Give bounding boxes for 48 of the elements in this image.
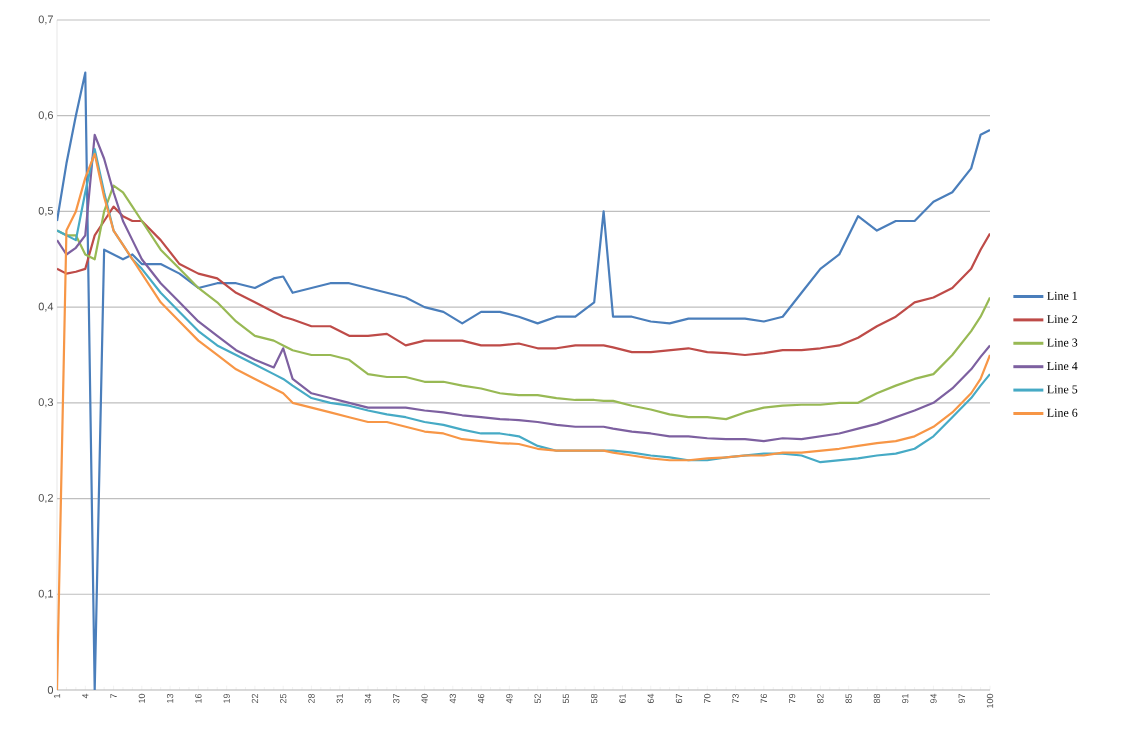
legend-label: Line 4: [1047, 361, 1078, 370]
legend-label: Line 5: [1047, 385, 1078, 394]
legend-label: Line 3: [1047, 338, 1078, 347]
x-tick-label: 10: [138, 693, 146, 703]
legend-label: Line 2: [1047, 315, 1078, 324]
y-tick-label: 0,4: [38, 302, 54, 312]
x-tick-label: 76: [760, 693, 768, 704]
legend-label: Line 6: [1047, 408, 1078, 417]
x-tick-label: 37: [393, 693, 400, 704]
x-tick-label: 67: [675, 693, 683, 704]
x-tick-label: 13: [166, 693, 174, 703]
x-tick-label: 34: [364, 693, 372, 704]
x-tick-label: 22: [251, 693, 259, 704]
x-tick-label: 31: [336, 693, 343, 704]
x-tick-label: 97: [958, 693, 965, 704]
x-tick-label: 94: [930, 693, 937, 704]
x-tick-label: 25: [280, 693, 287, 704]
x-tick-label: 1: [53, 693, 61, 698]
legend-label: Line 1: [1047, 291, 1078, 300]
x-tick-label: 55: [562, 693, 570, 704]
x-tick-label: 100: [986, 693, 994, 708]
x-tick-label: 85: [845, 693, 852, 704]
x-tick-label: 91: [902, 693, 909, 704]
x-tick-label: 28: [308, 693, 315, 704]
x-tick-label: 61: [619, 693, 626, 704]
x-tick-label: 73: [732, 693, 739, 704]
y-tick-label: 0,1: [38, 589, 53, 599]
y-tick-label: 0,6: [38, 111, 54, 121]
x-tick-label: 49: [506, 693, 513, 704]
x-tick-label: 64: [647, 693, 654, 704]
y-tick-label: 0,7: [38, 15, 53, 25]
y-tick-label: 0,5: [38, 206, 54, 216]
x-tick-label: 58: [591, 693, 598, 704]
x-tick-label: 19: [223, 693, 230, 703]
x-tick-label: 82: [817, 693, 824, 704]
x-tick-label: 43: [449, 693, 457, 704]
y-tick-label: 0: [47, 686, 54, 694]
x-tick-label: 40: [421, 693, 428, 704]
x-tick-label: 7: [110, 693, 117, 699]
x-tick-label: 4: [82, 693, 89, 699]
x-tick-label: 46: [477, 693, 485, 704]
x-tick-label: 79: [788, 693, 796, 704]
x-tick-label: 70: [704, 693, 711, 704]
x-tick-label: 88: [873, 693, 881, 704]
x-tick-label: 16: [195, 693, 202, 703]
y-tick-label: 0,2: [38, 494, 53, 504]
y-tick-label: 0,3: [38, 398, 54, 408]
x-tick-label: 52: [534, 693, 541, 704]
